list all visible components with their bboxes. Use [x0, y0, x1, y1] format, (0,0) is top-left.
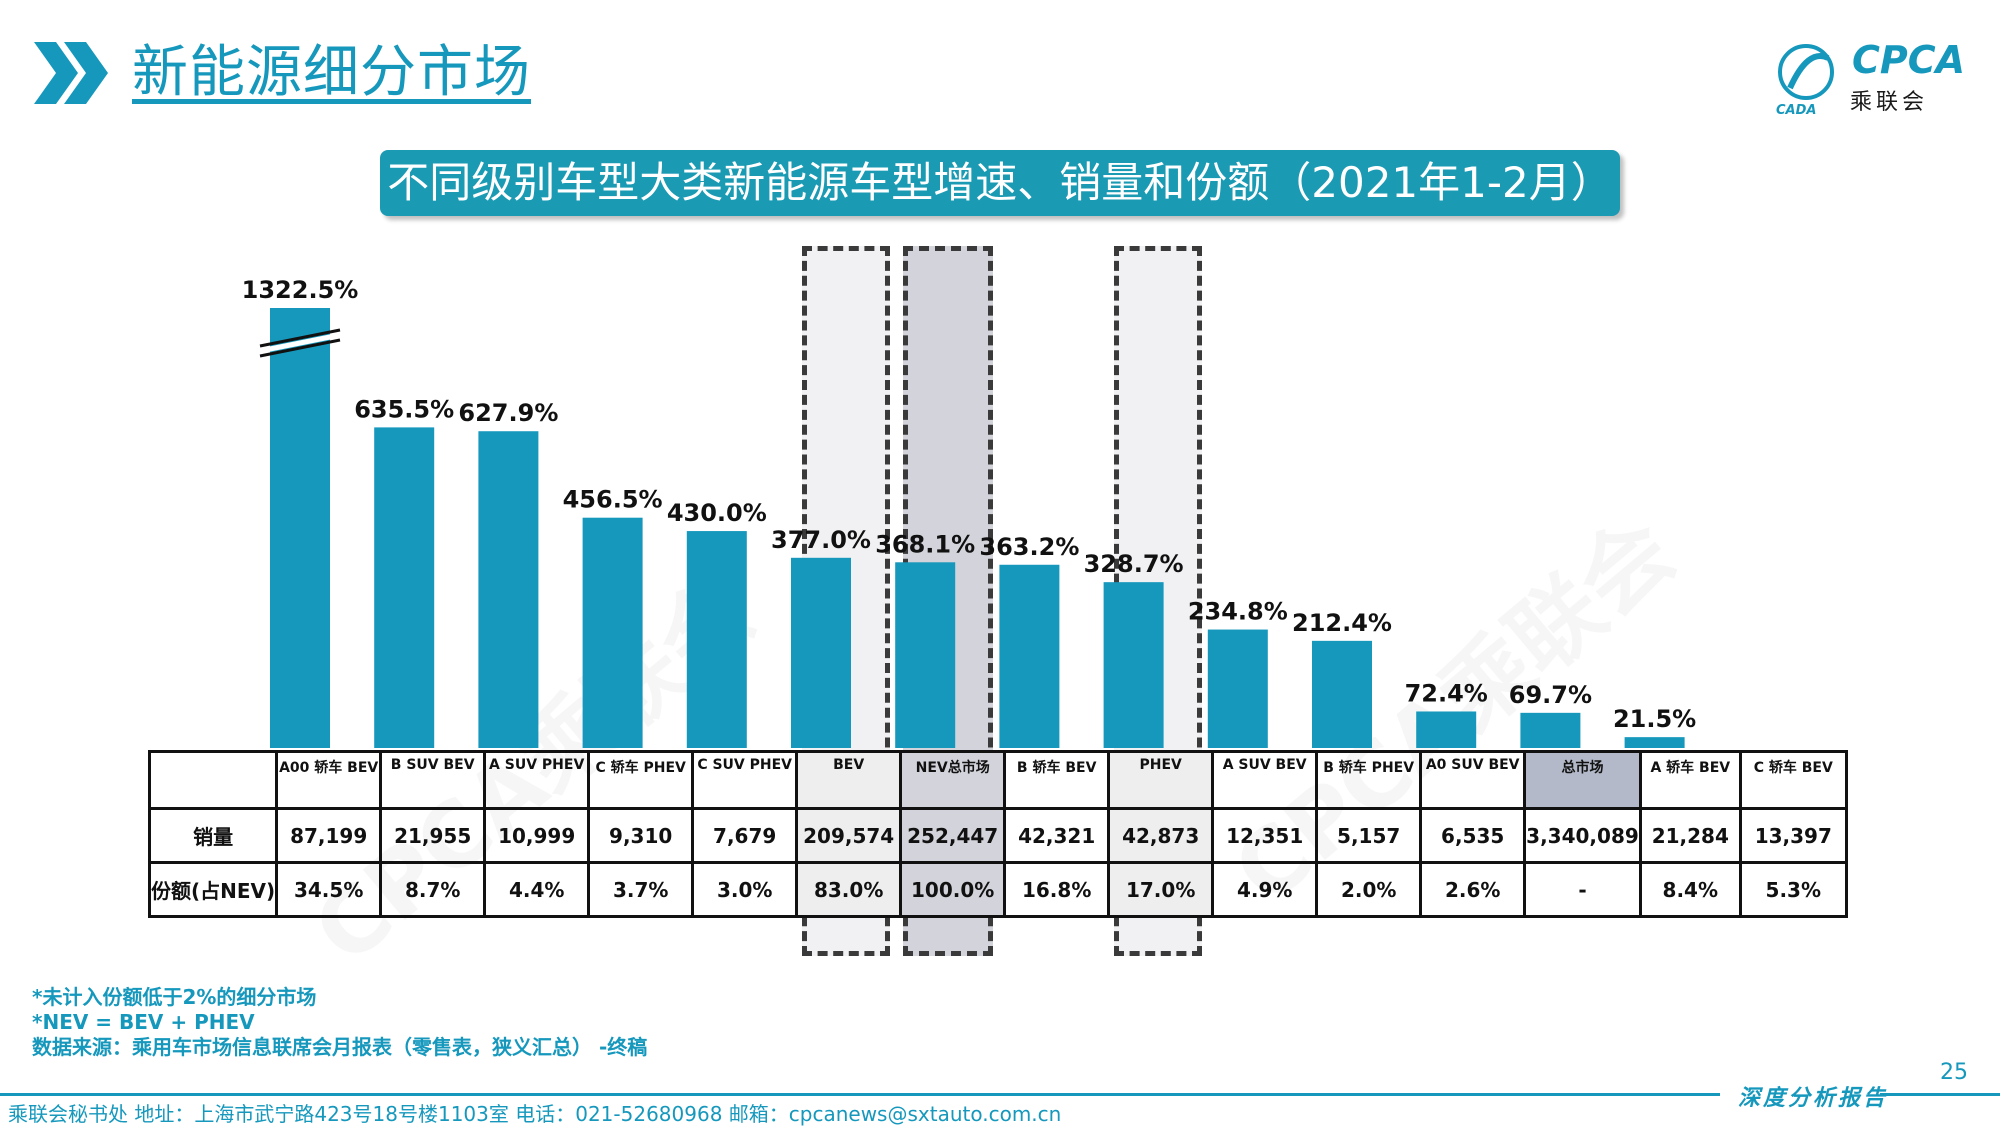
note-line: 数据来源：乘用车市场信息联席会月报表（零售表，狭义汇总） -终稿: [32, 1035, 648, 1059]
note-line: *NEV = BEV + PHEV: [32, 1010, 255, 1034]
column-header: PHEV: [1107, 750, 1215, 810]
sales-cell: 42,321: [1003, 807, 1111, 864]
bar: [1624, 737, 1685, 748]
share-cell: 8.4%: [1638, 861, 1742, 918]
cpca-logo-icon: CADA: [1776, 44, 1834, 118]
data-label: 69.7%: [1509, 681, 1592, 709]
data-label: 368.1%: [875, 530, 975, 558]
data-table: A00 轿车 BEV B SUV BEV A SUV PHEV C 轿车 PHEV C …: [147, 750, 1848, 918]
data-label: 363.2%: [979, 533, 1079, 561]
row-label-sales: 销量: [147, 807, 279, 864]
bar: [374, 427, 435, 748]
column-header: C 轿车 PHEV: [587, 750, 695, 810]
sales-cell: 252,447: [899, 807, 1007, 864]
sales-cell: 12,351: [1211, 807, 1319, 864]
column-header: B SUV BEV: [379, 750, 487, 810]
column-header: A SUV PHEV: [483, 750, 591, 810]
table-row-sales: 销量 87,199 21,955 10,999 9,310 7,679 209,574 25…: [147, 807, 1848, 864]
share-cell: 2.0%: [1315, 861, 1423, 918]
sales-cell: 209,574: [795, 807, 903, 864]
sales-cell: 13,397: [1738, 807, 1848, 864]
footer-divider: [0, 1093, 1720, 1096]
row-label-share: 份额(占NEV): [147, 861, 279, 918]
data-label: 21.5%: [1613, 705, 1696, 733]
share-cell: 4.4%: [483, 861, 591, 918]
footer-contact-info: 乘联会秘书处 地址：上海市武宁路423号18号楼1103室 电话：021-526…: [8, 1102, 1062, 1126]
data-label: 234.8%: [1188, 598, 1288, 626]
share-cell: 83.0%: [795, 861, 903, 918]
sales-cell: 42,873: [1107, 807, 1215, 864]
bar: [999, 564, 1060, 748]
column-header: A0 SUV BEV: [1419, 750, 1527, 810]
table-row-share: 份额(占NEV) 34.5% 8.7% 4.4% 3.7% 3.0% 83.0% 100.0…: [147, 861, 1848, 918]
logo-cn-text: 乘联会: [1850, 90, 1929, 115]
column-header: BEV: [795, 750, 903, 810]
column-header: C SUV PHEV: [691, 750, 799, 810]
bar: [1312, 640, 1372, 748]
table-corner: [147, 750, 279, 810]
sales-cell: 21,955: [379, 807, 487, 864]
column-header: A00 轿车 BEV: [275, 750, 383, 810]
sales-cell: 10,999: [483, 807, 591, 864]
share-cell: 5.3%: [1738, 861, 1848, 918]
data-label: 328.7%: [1084, 550, 1184, 578]
share-cell: 4.9%: [1211, 861, 1319, 918]
share-cell: 8.7%: [379, 861, 487, 918]
bar: [1520, 712, 1581, 748]
footer-report-label: 深度分析报告: [1738, 1086, 1889, 1111]
data-label: 1322.5%: [242, 276, 359, 304]
share-cell: 3.7%: [587, 861, 695, 918]
sales-cell: 7,679: [691, 807, 799, 864]
bar: [791, 557, 851, 748]
bar: [686, 531, 747, 748]
share-cell: 34.5%: [275, 861, 383, 918]
data-label: 212.4%: [1292, 609, 1392, 637]
bar: [895, 562, 956, 748]
data-label: 456.5%: [563, 486, 663, 514]
share-cell: 3.0%: [691, 861, 799, 918]
column-header: A 轿车 BEV: [1638, 750, 1742, 810]
bar: [1416, 711, 1477, 748]
column-header: B 轿车 PHEV: [1315, 750, 1423, 810]
double-chevron-icon: [34, 42, 108, 104]
logo-text: CPCA: [1852, 38, 1966, 82]
table-header-row: A00 轿车 BEV B SUV BEV A SUV PHEV C 轿车 PHEV C …: [147, 750, 1848, 810]
bar: [1103, 582, 1164, 748]
sales-cell: 21,284: [1638, 807, 1742, 864]
column-header: 总市场: [1523, 750, 1642, 810]
page-number: 25: [1940, 1060, 1968, 1085]
share-cell: 16.8%: [1003, 861, 1111, 918]
data-label: 377.0%: [771, 526, 871, 554]
column-header: B 轿车 BEV: [1003, 750, 1111, 810]
bar: [270, 308, 330, 748]
sales-cell: 5,157: [1315, 807, 1423, 864]
data-label: 72.4%: [1405, 679, 1488, 707]
page-title: 新能源细分市场: [132, 40, 531, 105]
column-header: A SUV BEV: [1211, 750, 1319, 810]
share-cell: 2.6%: [1419, 861, 1527, 918]
footer-divider: [1880, 1093, 2000, 1096]
bar: [478, 431, 539, 748]
data-label: 635.5%: [354, 395, 454, 423]
bar: [582, 517, 643, 748]
column-header: NEV总市场: [899, 750, 1007, 810]
share-cell: 100.0%: [899, 861, 1007, 918]
share-cell: 17.0%: [1107, 861, 1215, 918]
note-line: *未计入份额低于2%的细分市场: [32, 985, 317, 1009]
sales-cell: 87,199: [275, 807, 383, 864]
logo-small-text: CADA: [1776, 103, 1816, 118]
axis-break-mark: [259, 338, 341, 358]
column-header: C 轿车 BEV: [1738, 750, 1848, 810]
sales-cell: 3,340,089: [1523, 807, 1642, 864]
axis-break-mark: [259, 328, 341, 348]
sales-cell: 9,310: [587, 807, 695, 864]
bar: [1207, 629, 1268, 748]
chart-title: 不同级别车型大类新能源车型增速、销量和份额（2021年1-2月）: [380, 150, 1620, 216]
sales-cell: 6,535: [1419, 807, 1527, 864]
notes: *未计入份额低于2%的细分市场 *NEV = BEV + PHEV 数据来源：乘…: [32, 985, 647, 1060]
data-label: 430.0%: [667, 499, 767, 527]
data-label: 627.9%: [458, 399, 558, 427]
share-cell: -: [1523, 861, 1642, 918]
